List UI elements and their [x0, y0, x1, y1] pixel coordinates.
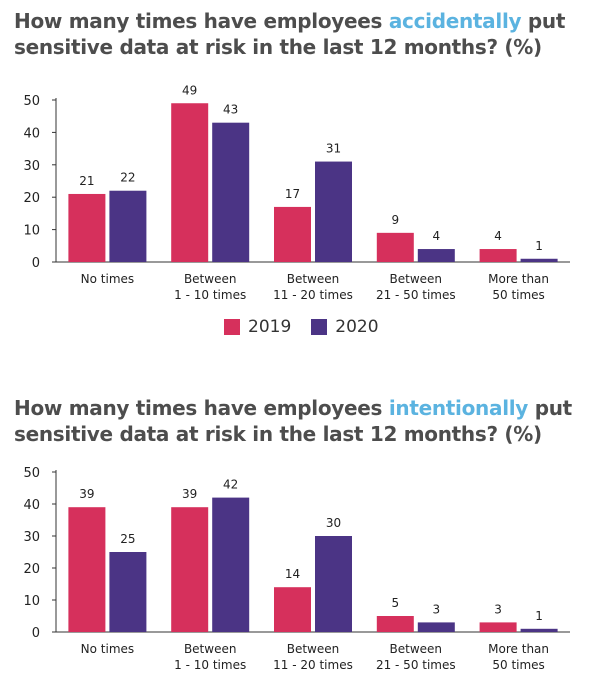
bar-chart-intentional: 0 10 20 30 40 50 39 25 No times 39 42 Between 1 - 10… [23, 466, 570, 672]
y-tick-label: 50 [23, 466, 40, 481]
legend-label-2020: 2020 [335, 317, 379, 337]
title-part: How many times have employees [14, 9, 389, 33]
y-tick-label: 30 [23, 159, 40, 174]
x-category-label: Between [390, 642, 443, 656]
bar-2019-2 [274, 206, 311, 262]
x-category-label: 1 - 10 times [174, 288, 246, 302]
x-category-label: More than [488, 642, 549, 656]
x-category-label: 21 - 50 times [376, 658, 456, 672]
bar-2020-4 [520, 628, 558, 632]
bar-2020-3 [417, 622, 455, 632]
chart-title: How many times have employees accidental… [14, 8, 584, 60]
y-tick-label: 40 [23, 498, 40, 513]
data-label: 30 [326, 516, 341, 530]
bar-2020-4 [520, 258, 558, 262]
y-tick-label: 20 [23, 191, 40, 206]
data-label: 1 [535, 239, 543, 253]
bar-2019-2 [274, 587, 311, 632]
data-label: 42 [223, 478, 238, 492]
bar-2019-4 [479, 249, 517, 262]
data-label: 4 [494, 229, 502, 243]
x-category-label: 11 - 20 times [273, 288, 353, 302]
bar-2020-0 [109, 552, 147, 632]
data-label: 22 [120, 171, 135, 185]
x-category-label: Between [184, 272, 237, 286]
x-category-label: Between [184, 642, 237, 656]
title-highlight: intentionally [388, 396, 529, 420]
data-label: 4 [432, 229, 440, 243]
legend-swatch-2020 [311, 319, 328, 335]
bar-2020-2 [315, 161, 352, 262]
bar-2020-0 [109, 190, 147, 262]
chart-title: How many times have employees intentiona… [14, 395, 584, 447]
data-label: 39 [182, 487, 197, 501]
bar-2019-1 [171, 103, 209, 263]
bar-2019-3 [376, 616, 414, 632]
y-tick-label: 10 [23, 224, 40, 239]
y-tick-label: 30 [23, 530, 40, 545]
x-category-label: Between [287, 642, 340, 656]
title-part: put sensitive data at risk in the last 1… [14, 396, 572, 446]
x-category-label: Between [390, 272, 443, 286]
bar-2019-1 [171, 507, 209, 632]
legend-item-2020: 2020 [311, 317, 379, 337]
data-label: 14 [285, 567, 300, 581]
bar-2020-1 [212, 497, 250, 632]
title-part: put sensitive data at risk in the last 1… [14, 9, 566, 59]
x-category-label: 21 - 50 times [376, 288, 456, 302]
bar-2020-2 [315, 536, 352, 632]
data-label: 3 [494, 602, 502, 616]
bar-2020-3 [417, 249, 455, 262]
title-part: How many times have employees [14, 396, 389, 420]
x-category-label: No times [81, 642, 135, 656]
y-tick-label: 50 [23, 94, 40, 109]
data-label: 31 [326, 142, 341, 156]
x-category-label: 11 - 20 times [273, 658, 353, 672]
bar-2020-1 [212, 122, 250, 263]
data-label: 49 [182, 83, 197, 97]
y-tick-label: 0 [32, 626, 40, 641]
bar-2019-4 [479, 622, 517, 632]
x-category-label: Between [287, 272, 340, 286]
legend-label-2019: 2019 [248, 317, 292, 337]
y-tick-label: 40 [23, 126, 40, 141]
legend-item-2019: 2019 [224, 317, 291, 337]
x-category-label: 1 - 10 times [174, 658, 246, 672]
chart-legend: 2019 2020 [224, 317, 379, 337]
data-label: 1 [535, 609, 543, 623]
bar-2019-3 [376, 232, 414, 262]
bar-2019-0 [68, 193, 106, 262]
data-label: 9 [391, 213, 399, 227]
data-label: 39 [79, 487, 94, 501]
data-label: 5 [391, 596, 399, 610]
x-category-label: More than [488, 272, 549, 286]
x-category-label: No times [81, 272, 135, 286]
data-label: 17 [285, 187, 300, 201]
data-label: 3 [432, 602, 440, 616]
data-label: 25 [120, 532, 135, 546]
legend-swatch-2019 [224, 319, 240, 335]
title-highlight: accidentally [388, 9, 522, 33]
x-category-label: 50 times [492, 288, 544, 302]
y-tick-label: 0 [32, 256, 40, 271]
y-tick-label: 10 [23, 594, 40, 609]
x-category-label: 50 times [492, 658, 544, 672]
data-label: 43 [223, 103, 238, 117]
y-tick-label: 20 [23, 562, 40, 577]
bar-2019-0 [68, 507, 106, 632]
data-label: 21 [79, 174, 94, 188]
